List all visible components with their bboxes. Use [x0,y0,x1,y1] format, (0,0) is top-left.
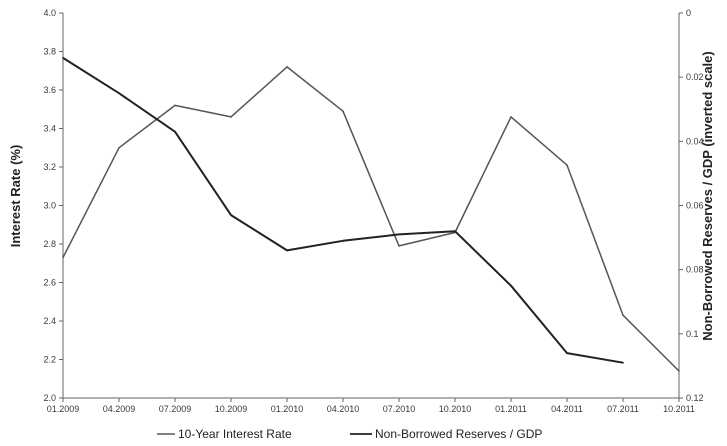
legend: 10-Year Interest Rate Non-Borrowed Reser… [157,427,542,441]
y-tick-label: 2.6 [43,278,56,288]
data-point-interest-rate [342,110,344,112]
x-tick-label: 01.2010 [271,404,304,414]
y2-tick-label: 0.02 [686,72,704,82]
series-line-reserves [62,57,624,364]
x-tick-label: 01.2011 [495,404,527,414]
x-tick-label: 01.2009 [47,404,80,414]
data-point-reserves [398,233,400,236]
data-point-interest-rate [286,66,288,68]
data-point-reserves [566,352,568,354]
y-tick-label: 3.2 [43,162,56,172]
y-tick-label: 2.4 [43,316,56,326]
y2-tick-label: 0.06 [686,201,704,211]
data-point-reserves [286,249,288,252]
data-point-reserves [622,361,624,364]
x-tick-label: 10.2010 [439,404,472,414]
y-tick-label: 3.0 [43,201,56,211]
data-point-interest-rate [62,256,64,259]
data-point-interest-rate [118,146,120,149]
data-point-interest-rate [230,116,232,118]
y-tick-label: 4.0 [43,8,56,18]
x-tick-label: 07.2010 [383,404,416,414]
x-tick-label: 07.2009 [159,404,192,414]
y2-tick-label: 0.04 [686,136,704,146]
data-point-reserves [454,230,456,232]
x-tick-label: 10.2009 [215,404,248,414]
data-point-reserves [62,57,64,59]
x-tick-label: 04.2010 [327,404,360,414]
x-tick-label: 04.2011 [551,404,583,414]
legend-label-interest-rate: 10-Year Interest Rate [178,427,292,441]
x-tick-label: 04.2009 [103,404,136,414]
data-point-interest-rate [566,164,568,166]
data-point-interest-rate [174,104,176,107]
series-group [62,57,680,372]
y2-tick-label: 0 [686,8,691,18]
y-tick-label: 2.2 [43,355,56,365]
data-point-reserves [174,130,176,133]
data-point-interest-rate [622,314,624,317]
y-tick-label: 3.8 [43,47,56,57]
data-point-reserves [230,214,232,216]
data-point-reserves [342,239,344,242]
axes-group [62,13,680,399]
x-axis-ticks: 01.2009 04.2009 07.2009 10.2009 01.2010 04.20… [47,398,695,414]
y-tick-label: 3.6 [43,85,56,95]
y2-tick-label: 0.1 [686,329,699,339]
x-tick-label: 10.2011 [663,404,695,414]
data-point-interest-rate [510,116,512,118]
y2-tick-label: 0.12 [686,393,704,403]
series-line-interest-rate [62,66,680,372]
left-axis-ticks: 2.0 2.2 2.4 2.6 2.8 3.0 3.2 3.4 3.6 3.8 4.0 [43,8,63,403]
data-point-interest-rate [398,245,400,247]
data-point-reserves [510,284,512,287]
y-tick-label: 2.8 [43,239,56,249]
y-tick-label: 3.4 [43,124,56,134]
y2-axis-title: Non-Borrowed Reserves / GDP (inverted sc… [700,51,715,340]
x-tick-label: 07.2011 [607,404,639,414]
data-point-interest-rate [678,370,680,372]
y2-tick-label: 0.08 [686,265,704,275]
legend-label-reserves: Non-Borrowed Reserves / GDP [375,427,542,441]
data-point-reserves [118,92,120,95]
y-axis-title: Interest Rate (%) [8,145,23,248]
y-tick-label: 2.0 [43,393,56,403]
right-axis-ticks: 0 0.02 0.04 0.06 0.08 0.1 0.12 [679,8,704,403]
